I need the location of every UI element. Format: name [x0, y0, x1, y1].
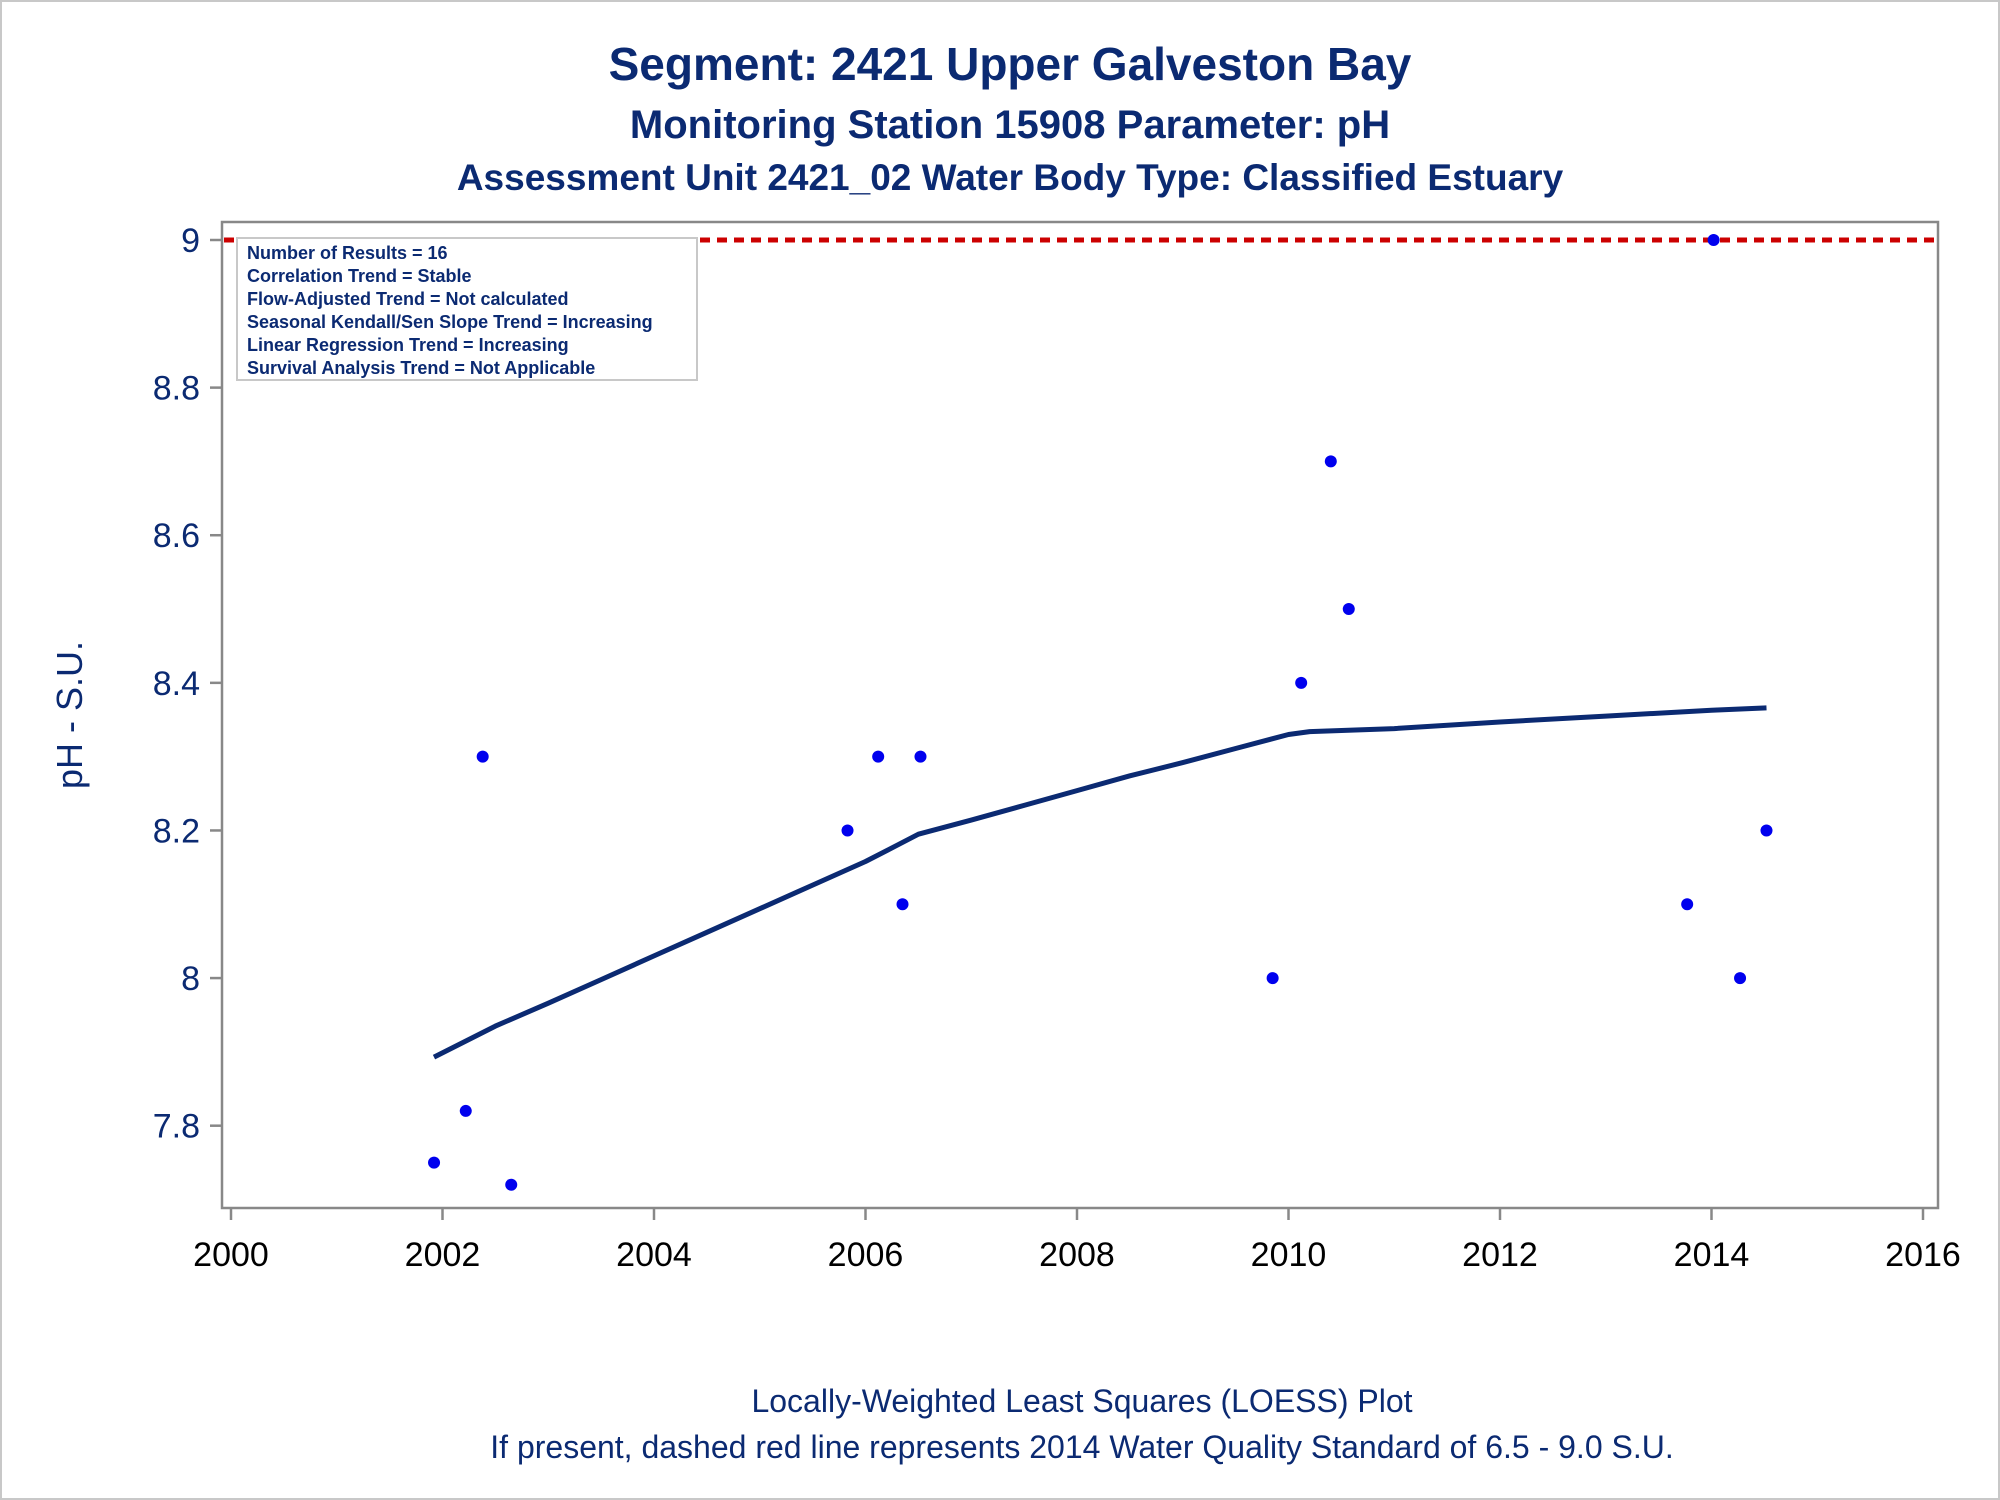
- x-tick-label: 2014: [1674, 1236, 1750, 1274]
- data-point: [1295, 676, 1308, 689]
- x-tick-label: 2000: [193, 1236, 269, 1274]
- y-tick-label: 9: [181, 222, 200, 260]
- x-tick-label: 2004: [616, 1236, 692, 1274]
- y-axis-label: pH - S.U.: [49, 641, 90, 789]
- chart-subtitle-2: Assessment Unit 2421_02 Water Body Type:…: [457, 157, 1564, 198]
- y-tick-label: 7.8: [153, 1108, 200, 1146]
- chart-subtitle: Monitoring Station 15908 Parameter: pH: [630, 103, 1390, 147]
- data-point: [505, 1178, 518, 1191]
- x-tick-label: 2010: [1251, 1236, 1327, 1274]
- footnote-standard: If present, dashed red line represents 2…: [490, 1429, 1673, 1465]
- stat-flow-adjusted-trend: Flow-Adjusted Trend = Not calculated: [247, 289, 569, 309]
- loess-layer: [432, 705, 1767, 1060]
- footnote-loess: Locally-Weighted Least Squares (LOESS) P…: [751, 1383, 1412, 1419]
- data-point: [914, 750, 927, 763]
- data-point: [1342, 603, 1355, 616]
- x-tick-label: 2008: [1039, 1236, 1115, 1274]
- data-point: [1707, 234, 1720, 246]
- data-point: [476, 750, 489, 763]
- data-point: [1324, 455, 1337, 468]
- y-tick-label: 8: [181, 960, 200, 998]
- stats-box: Number of Results = 16 Correlation Trend…: [236, 237, 698, 381]
- x-tick-label: 2012: [1462, 1236, 1538, 1274]
- data-point: [1734, 972, 1747, 985]
- stat-survival-analysis-trend: Survival Analysis Trend = Not Applicable: [247, 358, 595, 378]
- loess-curve: [432, 705, 1767, 1060]
- plot-area: [220, 220, 1940, 1210]
- data-point: [1681, 898, 1694, 911]
- y-tick-label: 8.2: [153, 812, 200, 850]
- data-point: [841, 824, 854, 837]
- stat-linear-regression-trend: Linear Regression Trend = Increasing: [247, 335, 569, 355]
- x-tick-label: 2016: [1885, 1236, 1961, 1274]
- y-tick-label: 8.4: [153, 665, 200, 703]
- data-point: [428, 1156, 441, 1169]
- data-point: [872, 750, 885, 763]
- x-axis: 2000 2002 2004 2006 2008 2010 2012 2014 2016: [193, 1208, 1961, 1274]
- x-tick-label: 2002: [405, 1236, 481, 1274]
- y-tick-label: 8.8: [153, 370, 200, 408]
- data-point: [459, 1104, 472, 1117]
- data-point: [1266, 972, 1279, 985]
- data-point: [1760, 824, 1773, 837]
- stat-number-of-results: Number of Results = 16: [247, 243, 448, 263]
- data-point: [896, 898, 909, 911]
- stat-correlation-trend: Correlation Trend = Stable: [247, 266, 472, 286]
- chart-title: Segment: 2421 Upper Galveston Bay: [609, 38, 1412, 90]
- x-tick-label: 2006: [828, 1236, 904, 1274]
- y-tick-label: 8.6: [153, 517, 200, 555]
- stat-seasonal-kendall-trend: Seasonal Kendall/Sen Slope Trend = Incre…: [247, 312, 653, 332]
- points-layer: [428, 234, 1773, 1191]
- y-axis: 7.8 8 8.2 8.4 8.6 8.8 9: [153, 222, 222, 1146]
